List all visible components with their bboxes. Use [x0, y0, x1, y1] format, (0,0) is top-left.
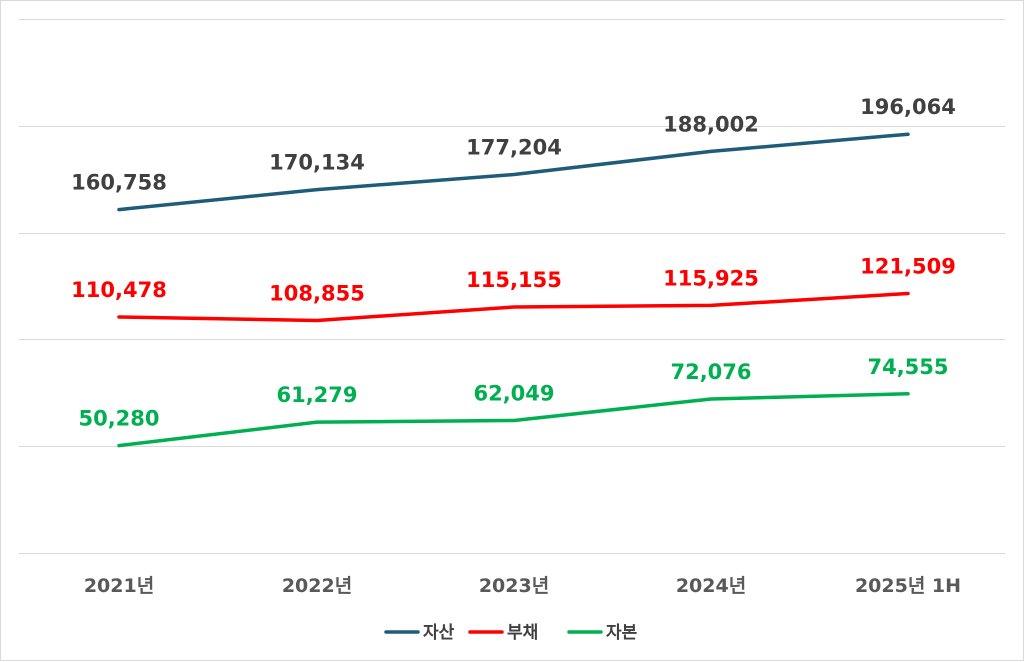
- data-label: 108,855: [269, 282, 365, 306]
- x-tick-label: 2024년: [676, 575, 746, 597]
- x-tick-label: 2023년: [479, 575, 549, 597]
- data-label: 196,064: [860, 95, 956, 119]
- data-label: 115,925: [663, 266, 759, 290]
- data-label: 72,076: [670, 360, 751, 384]
- legend-label: 부채: [507, 623, 538, 643]
- data-label: 121,509: [860, 255, 956, 279]
- legend-label: 자산: [423, 623, 455, 643]
- data-label: 115,155: [466, 268, 562, 292]
- data-label: 177,204: [466, 136, 562, 160]
- data-label: 188,002: [663, 112, 759, 136]
- data-label: 61,279: [276, 383, 357, 407]
- legend-label: 자본: [606, 623, 638, 643]
- series-line-1: [117, 291, 910, 323]
- x-tick-label: 2025년 1H: [855, 575, 961, 597]
- data-label: 62,049: [473, 382, 554, 406]
- data-label: 170,134: [269, 151, 365, 175]
- x-tick-label: 2021년: [84, 575, 154, 597]
- series-line-2: [117, 392, 910, 448]
- series-line-0: [117, 132, 910, 212]
- data-label: 160,758: [71, 171, 167, 195]
- data-label: 50,280: [78, 407, 159, 431]
- data-label: 74,555: [867, 355, 948, 379]
- x-tick-label: 2022년: [282, 575, 352, 597]
- data-label: 110,478: [71, 278, 167, 302]
